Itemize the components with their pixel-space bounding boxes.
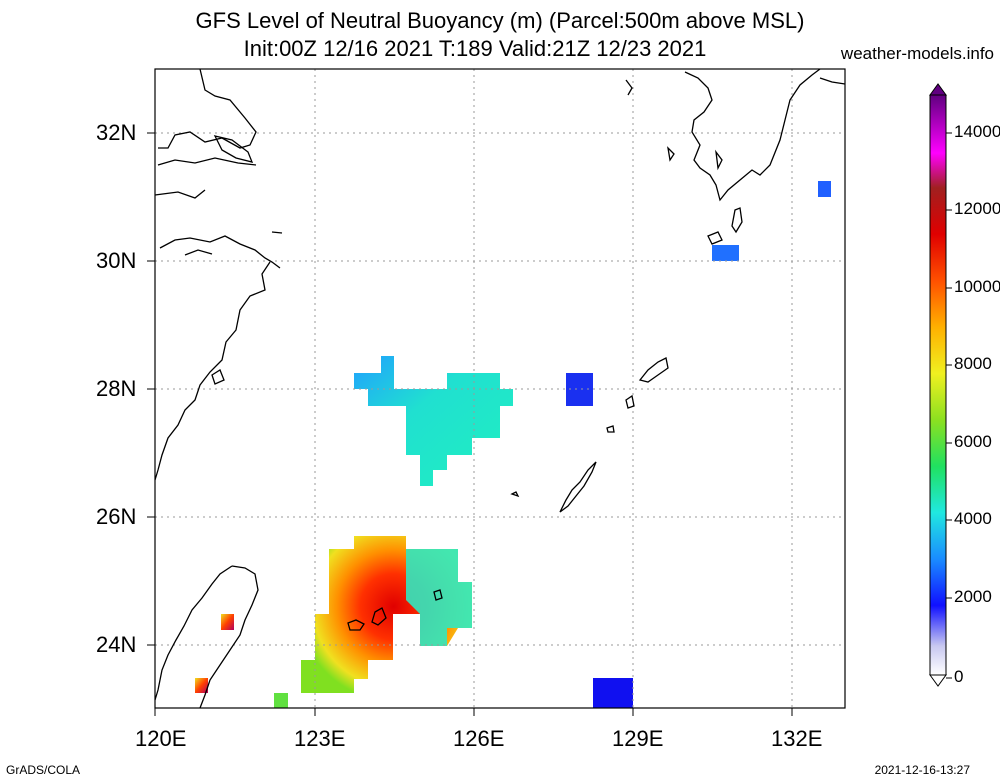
colorbar-label: 14000: [954, 122, 1000, 141]
lat-tick-label: 24N: [96, 632, 137, 657]
data-shading: [195, 181, 831, 708]
blue-cell-31N: [818, 181, 831, 197]
blue-cell-south: [593, 678, 633, 708]
blue-cell-30N: [712, 245, 739, 261]
tick-marks: [147, 132, 793, 716]
south-patch: [301, 660, 315, 693]
lon-tick-label: 126E: [453, 726, 505, 751]
colorbar-label: 8000: [954, 354, 992, 373]
footer-software: GrADS/COLA: [6, 763, 81, 777]
lat-tick-label: 32N: [96, 120, 137, 145]
colorbar: [929, 83, 952, 687]
lat-tick-label: 30N: [96, 248, 137, 273]
colorbar-label: 0: [954, 667, 964, 686]
lon-tick-label: 132E: [771, 726, 823, 751]
colorbar-label: 6000: [954, 432, 992, 451]
warm-region-east: [406, 549, 472, 646]
colorbar-label: 12000: [954, 199, 1000, 218]
lat-tick-label: 26N: [96, 504, 137, 529]
site-credit: weather-models.info: [840, 44, 994, 63]
footer-timestamp: 2021-12-16-13:27: [874, 763, 970, 777]
chart-subtitle: Init:00Z 12/16 2021 T:189 Valid:21Z 12/2…: [243, 36, 707, 61]
colorbar-label: 2000: [954, 587, 992, 606]
south-patch-2: [274, 693, 288, 708]
red-cell-taiwan: [221, 614, 234, 630]
colorbar-label: 4000: [954, 509, 992, 528]
lon-tick-label: 129E: [612, 726, 664, 751]
chart-title: GFS Level of Neutral Buoyancy (m) (Parce…: [195, 8, 805, 33]
colorbar-label: 10000: [954, 277, 1000, 296]
lon-tick-label: 123E: [294, 726, 346, 751]
lon-tick-label: 120E: [135, 726, 187, 751]
red-cell-taiwan-2: [195, 678, 208, 693]
coastlines: [154, 68, 846, 709]
lat-tick-label: 28N: [96, 376, 137, 401]
cyan-region: [354, 356, 513, 486]
